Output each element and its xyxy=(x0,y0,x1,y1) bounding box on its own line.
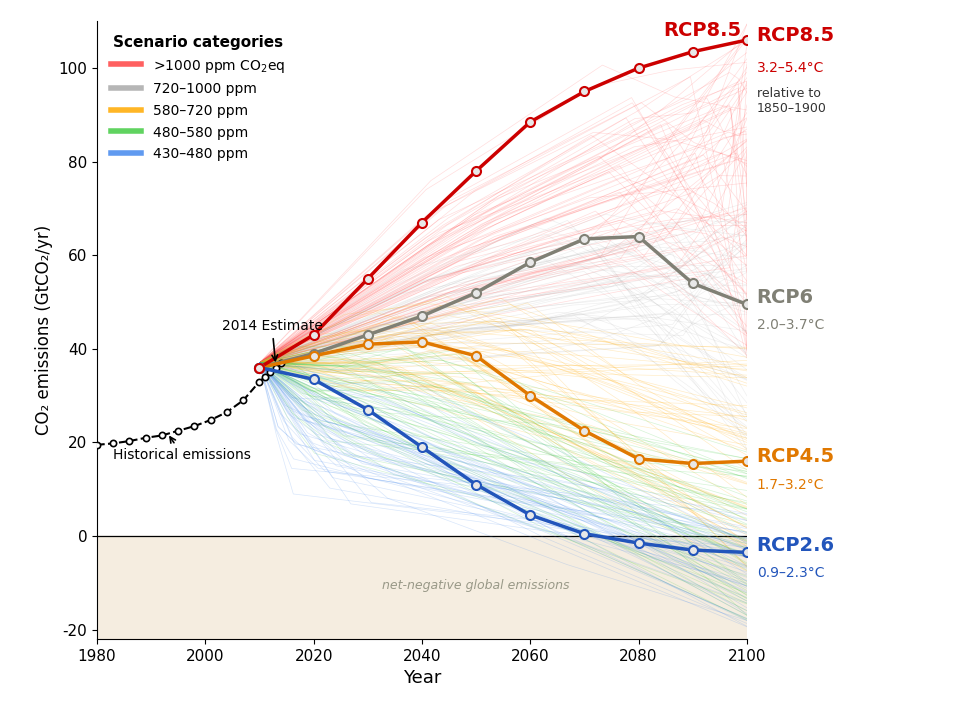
Text: RCP2.6: RCP2.6 xyxy=(756,536,834,555)
Text: 2014 Estimate: 2014 Estimate xyxy=(221,320,322,361)
Text: RCP4.5: RCP4.5 xyxy=(756,447,834,466)
Text: RCP8.5: RCP8.5 xyxy=(663,21,740,40)
Text: 3.2–5.4°C: 3.2–5.4°C xyxy=(756,61,824,75)
Legend: >1000 ppm CO$_2$eq, 720–1000 ppm, 580–720 ppm, 480–580 ppm, 430–480 ppm: >1000 ppm CO$_2$eq, 720–1000 ppm, 580–72… xyxy=(104,28,292,168)
Text: RCP8.5: RCP8.5 xyxy=(756,26,834,45)
X-axis label: Year: Year xyxy=(402,670,441,687)
Text: net-negative global emissions: net-negative global emissions xyxy=(382,579,569,591)
Text: 2.0–3.7°C: 2.0–3.7°C xyxy=(756,319,824,332)
Bar xyxy=(97,536,746,639)
Y-axis label: CO₂ emissions (GtCO₂/yr): CO₂ emissions (GtCO₂/yr) xyxy=(35,225,52,435)
Text: 0.9–2.3°C: 0.9–2.3°C xyxy=(756,567,824,581)
Text: RCP6: RCP6 xyxy=(756,288,813,307)
Text: Historical emissions: Historical emissions xyxy=(113,437,251,462)
Text: 1.7–3.2°C: 1.7–3.2°C xyxy=(756,478,824,491)
Text: relative to
1850–1900: relative to 1850–1900 xyxy=(756,87,826,115)
